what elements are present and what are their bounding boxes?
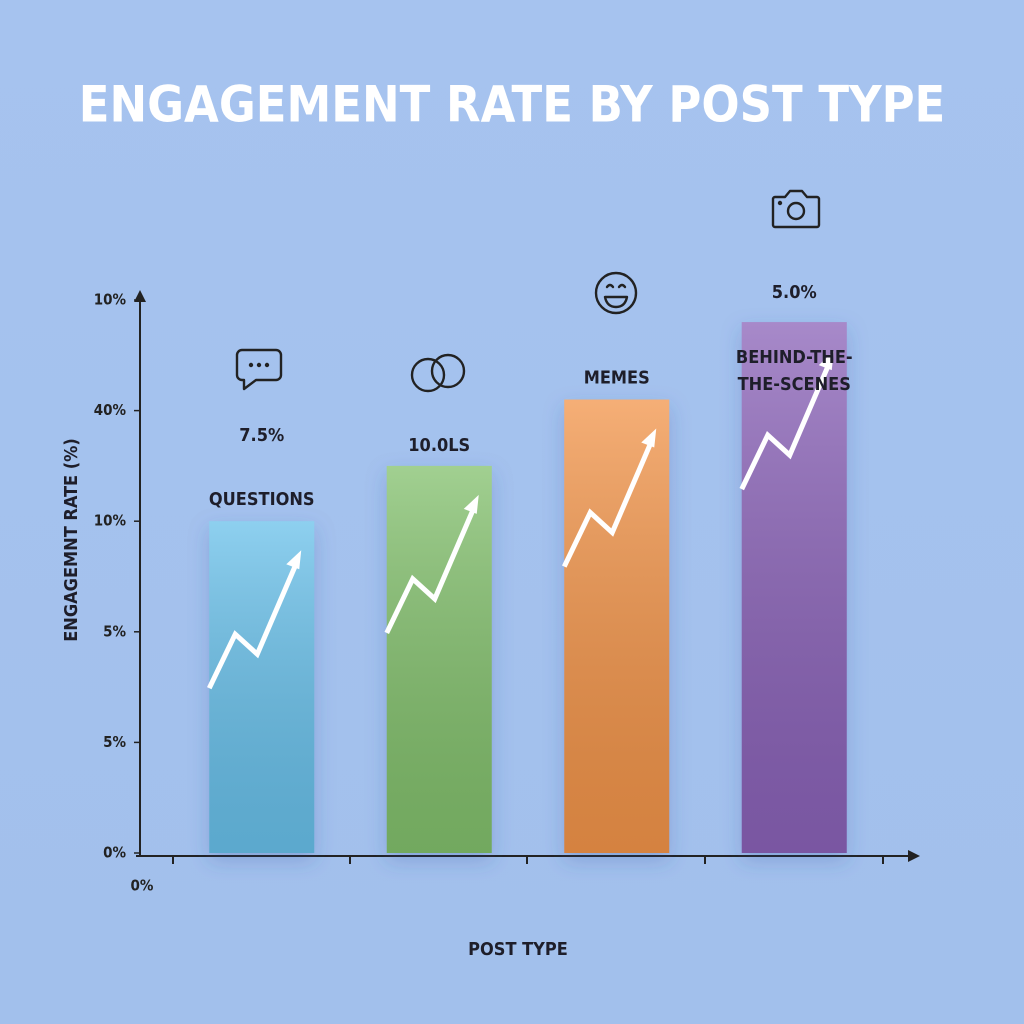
trend-arrow <box>561 438 655 568</box>
trend-arrowhead <box>463 494 479 514</box>
y-axis-arrow <box>134 290 146 302</box>
trend-arrow <box>739 361 833 491</box>
axes <box>134 290 920 864</box>
trend-arrowhead <box>286 550 302 570</box>
y-tick-label: 5% <box>103 622 126 640</box>
category-label: QUESTIONS <box>209 489 315 510</box>
y-tick-label: 0% <box>103 844 126 862</box>
category-label: MEMES <box>584 368 650 389</box>
trend-arrow <box>384 504 478 634</box>
icon-chat <box>235 348 283 391</box>
y-tick-label: 10% <box>94 512 127 530</box>
bar-sheen <box>386 465 492 853</box>
x-axis-label: POST TYPE <box>468 939 568 960</box>
x-origin-label: 0% <box>131 877 154 895</box>
trend-arrow <box>206 560 300 690</box>
data-label: 5.0% <box>772 282 817 303</box>
x-axis-arrow <box>908 850 920 862</box>
y-tick-label: 5% <box>103 733 126 751</box>
data-label: 7.5% <box>239 425 284 446</box>
trend-arrowhead <box>641 428 657 448</box>
chart-title: ENGAGEMENT RATE BY POST TYPE <box>79 76 946 134</box>
trend-arrowhead <box>818 351 834 371</box>
category-label-line: THE-SCENES <box>738 374 851 395</box>
y-tick-label: 40% <box>94 401 127 419</box>
data-label: 10.0LS <box>408 435 470 456</box>
icon-camera <box>771 189 821 229</box>
icon-smile <box>594 271 638 315</box>
y-axis-label: ENGAGEMNT RATE (%) <box>61 438 82 642</box>
category-label-line: BEHIND-THE- <box>736 347 853 368</box>
bar-sheen <box>741 322 847 853</box>
icon-circles <box>410 353 466 393</box>
category-label: BEHIND-THE- THE-SCENES <box>736 347 853 395</box>
y-tick-label: 10% <box>94 291 127 309</box>
bar-sheen <box>564 399 670 853</box>
bar-sheen <box>209 521 315 853</box>
